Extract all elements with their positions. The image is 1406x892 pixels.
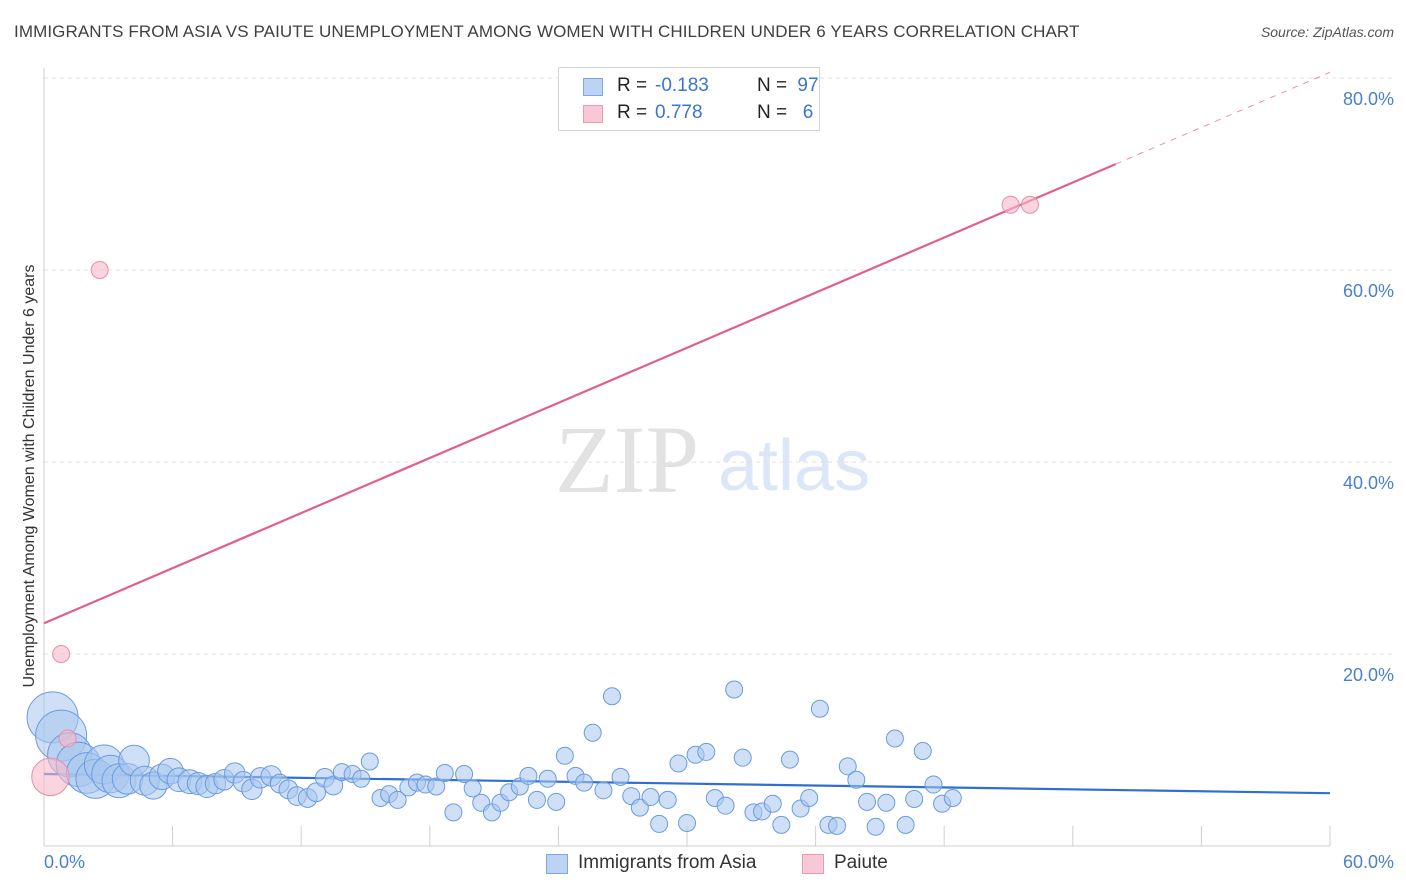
- legend-n-value: 97: [797, 75, 819, 96]
- asia-point: [630, 798, 649, 817]
- asia-point: [352, 769, 371, 788]
- legend-r-value: 0.778: [655, 102, 703, 123]
- watermark-zip: ZIP: [555, 406, 699, 513]
- asia-point: [858, 792, 877, 811]
- asia-point: [538, 769, 557, 788]
- asia-point: [924, 775, 943, 794]
- watermark-atlas: atlas: [718, 426, 870, 506]
- asia-point: [658, 790, 677, 809]
- asia-point: [838, 757, 857, 776]
- legend-n-label: N =: [757, 102, 788, 123]
- asia-point: [847, 770, 866, 789]
- asia-point: [519, 766, 538, 785]
- x-tick-label: 60.0%: [1343, 852, 1394, 872]
- y-axis-label: Unemployment Among Women with Children U…: [21, 264, 38, 687]
- asia-legend-label: Immigrants from Asia: [578, 852, 757, 873]
- asia-point: [725, 680, 744, 699]
- watermark: ZIP atlas: [555, 406, 870, 513]
- asia-point: [716, 796, 735, 815]
- asia-point: [866, 817, 885, 836]
- asia-point: [828, 816, 847, 835]
- legend-r-label: R =: [617, 75, 648, 96]
- paiute-swatch: [583, 105, 603, 123]
- asia-point: [323, 775, 344, 796]
- asia-point: [780, 750, 799, 769]
- asia-point: [800, 789, 819, 807]
- asia-swatch: [583, 78, 603, 96]
- asia-point: [427, 777, 446, 796]
- paiute-point: [58, 729, 77, 748]
- paiute-point: [52, 645, 71, 663]
- asia-point: [650, 814, 669, 833]
- asia-point: [602, 687, 621, 706]
- asia-point: [388, 790, 407, 809]
- asia-point: [463, 779, 482, 798]
- legend-n-value: 6: [802, 102, 814, 123]
- chart-title: IMMIGRANTS FROM ASIA VS PAIUTE UNEMPLOYM…: [14, 22, 1080, 41]
- paiute-point: [90, 261, 109, 279]
- asia-point: [575, 773, 594, 792]
- x-tick-label: 0.0%: [44, 852, 85, 872]
- y-tick-label: 40.0%: [1343, 473, 1394, 493]
- asia-point: [733, 748, 752, 767]
- asia-point: [641, 788, 660, 807]
- asia-point: [444, 803, 463, 822]
- asia-point: [611, 767, 630, 786]
- y-tick-label: 80.0%: [1343, 89, 1394, 109]
- paiute-point: [1001, 195, 1020, 214]
- asia-point: [877, 793, 896, 812]
- asia-point: [555, 746, 574, 765]
- asia-point: [678, 813, 696, 832]
- asia-point: [306, 782, 327, 803]
- paiute-point: [1020, 195, 1039, 214]
- asia-point: [772, 815, 791, 834]
- asia-point: [697, 742, 716, 761]
- paiute-trend-line: [43, 163, 1117, 625]
- asia-point: [810, 699, 829, 718]
- paiute-legend-swatch: [802, 854, 824, 874]
- asia-point: [885, 729, 904, 748]
- asia-point: [455, 765, 474, 783]
- asia-point: [527, 790, 546, 809]
- paiute-trend-extension: [1115, 71, 1331, 165]
- asia-point: [547, 792, 566, 811]
- y-tick-label: 20.0%: [1343, 665, 1394, 685]
- asia-point: [896, 815, 915, 834]
- y-tick-label: 60.0%: [1343, 281, 1394, 301]
- asia-point: [913, 741, 932, 760]
- asia-point: [360, 752, 379, 771]
- asia-point: [435, 764, 454, 783]
- series-legend: Immigrants from Asia Paiute: [0, 852, 1406, 878]
- paiute-point: [31, 757, 70, 797]
- asia-point: [763, 794, 782, 813]
- asia-point: [594, 781, 613, 800]
- asia-legend-swatch: [546, 854, 568, 874]
- paiute-legend-label: Paiute: [834, 852, 888, 873]
- asia-point: [905, 789, 924, 808]
- asia-point: [669, 754, 688, 773]
- legend-r-label: R =: [617, 102, 648, 123]
- source-label: Source: ZipAtlas.com: [1260, 24, 1394, 40]
- legend-r-value: -0.183: [655, 75, 709, 96]
- legend-n-label: N =: [757, 75, 788, 96]
- correlation-legend: R = -0.183 N = 97 R = 0.778 N = 6: [558, 67, 820, 131]
- asia-point: [583, 723, 602, 742]
- asia-point: [943, 789, 962, 807]
